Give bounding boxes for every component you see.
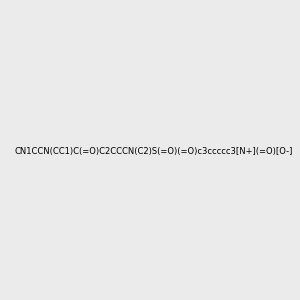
- Text: CN1CCN(CC1)C(=O)C2CCCN(C2)S(=O)(=O)c3ccccc3[N+](=O)[O-]: CN1CCN(CC1)C(=O)C2CCCN(C2)S(=O)(=O)c3ccc…: [15, 147, 293, 156]
